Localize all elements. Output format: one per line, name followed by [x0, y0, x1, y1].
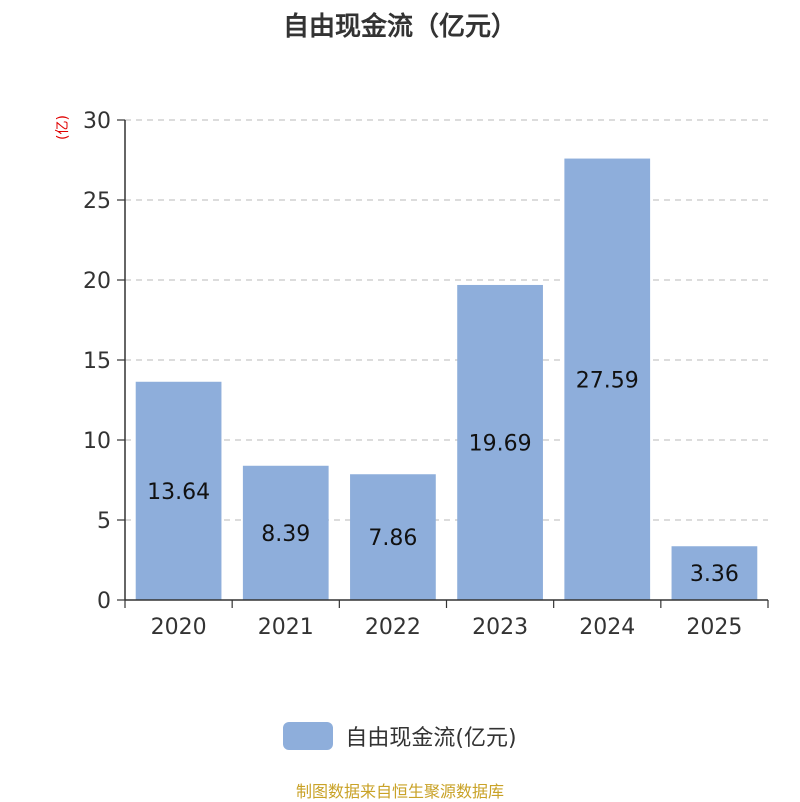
y-tick-label: 25 — [83, 189, 111, 214]
y-tick-label: 30 — [83, 109, 111, 134]
y-tick-label: 15 — [83, 349, 111, 374]
source-note: 制图数据来自恒生聚源数据库 — [295, 782, 504, 801]
data-label: 19.69 — [469, 431, 532, 456]
legend[interactable]: 自由现金流(亿元) — [0, 720, 800, 752]
y-tick-label: 20 — [83, 269, 111, 294]
chart-title: 自由现金流（亿元） — [282, 12, 517, 42]
data-label: 13.64 — [147, 480, 210, 505]
y-tick-label: 0 — [97, 589, 111, 614]
legend-swatch — [283, 722, 334, 750]
data-label: 8.39 — [261, 522, 310, 547]
bar — [350, 474, 436, 600]
x-tick-label: 2020 — [151, 615, 207, 640]
legend-label: 自由现金流(亿元) — [345, 726, 517, 751]
bar — [564, 158, 651, 600]
bar — [457, 284, 543, 600]
x-tick-label: 2023 — [472, 615, 528, 640]
data-label: 27.59 — [576, 368, 639, 393]
bar — [671, 546, 758, 600]
x-tick-label: 2024 — [579, 615, 635, 640]
y-tick-label: 5 — [97, 509, 111, 534]
data-label: 7.86 — [368, 526, 417, 551]
x-tick-label: 2022 — [365, 615, 421, 640]
bar — [135, 381, 222, 600]
data-label: 3.36 — [690, 562, 739, 587]
x-tick-label: 2021 — [258, 615, 314, 640]
x-tick-label: 2025 — [686, 615, 742, 640]
y-tick-label: 10 — [83, 429, 111, 454]
bar — [242, 465, 329, 600]
